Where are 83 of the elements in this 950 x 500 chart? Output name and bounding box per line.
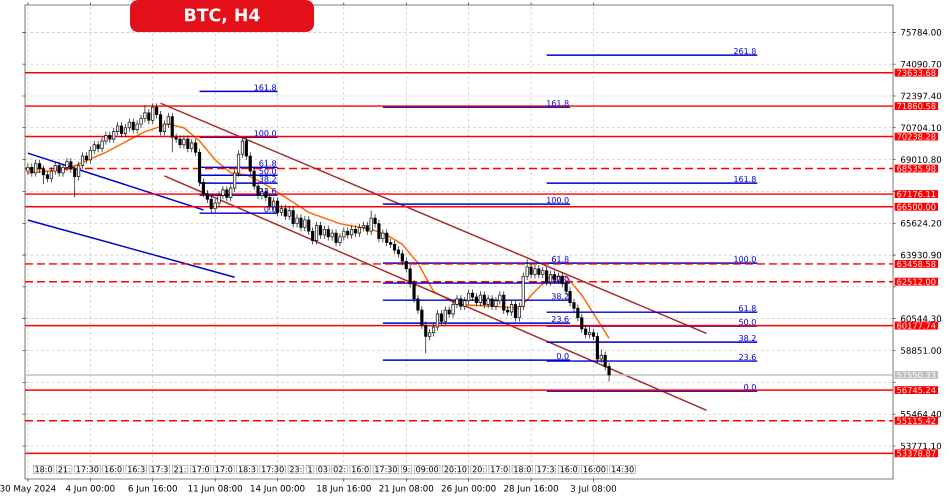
annotation: 9: [403,466,410,472]
y-tick-label: 69010.80 [900,156,942,163]
annotation: 21: [58,466,70,472]
annotation: 0.0 [264,206,276,212]
annotation: 100.0 [547,197,569,204]
annotation: 1 [308,466,312,472]
y-tick-label: 63930.90 [900,252,942,258]
chart-title: BTC, H4 [185,8,260,24]
annotation: 61.8 [259,160,276,166]
annotation: 18:0 [35,466,52,472]
x-tick-label: 6 Jun 16:00 [128,485,177,494]
annotation: 17:30 [76,466,98,472]
ref-line-label: 71860.58 [897,102,936,110]
x-tick-label: 28 Jun 16:00 [504,485,558,494]
annotation: 16:00 [584,466,606,472]
ref-line-label: 57550.33 [897,372,936,378]
ref-line-label: 62512.00 [897,278,936,285]
annotation: 161.8 [254,84,276,90]
annotation: 09:00 [416,466,438,472]
ref-line-label: 73633.68 [897,70,936,76]
ref-line-label: 53378.87 [897,450,936,456]
annotation: 50.0 [552,276,569,282]
annotation: 17:0 [491,466,508,472]
y-tick-label: 58851.00 [901,347,942,354]
ref-line-label: 68535.98 [897,165,936,172]
annotation: 23.6 [552,316,569,322]
annotation: 18:3 [238,466,256,472]
annotation: 23.6 [739,354,756,360]
x-tick-label: 14 Jun 00:00 [250,485,304,494]
y-tick-label: 55464.40 [901,410,942,418]
y-tick-label: 75784.00 [901,29,942,36]
ref-line-label: 56745.24 [897,386,936,394]
ref-line-label: 70238.28 [897,133,936,140]
annotation: 61.8 [552,256,569,262]
annotation: 161.8 [734,176,756,182]
annotation: 02: [334,466,346,472]
annotation: 14:30 [612,466,634,472]
x-tick-label: 21 Jun 08:00 [379,485,434,494]
annotation: 17:3 [151,466,168,472]
y-tick-label: 60544.30 [900,315,942,322]
annotation: 38.2 [552,293,568,300]
y-tick-label: 72397.40 [901,92,942,100]
y-tick-label: 53771.10 [901,442,942,450]
annotation: 0.0 [744,384,756,390]
annotation: 17:3 [537,466,554,472]
annotation: 0.0 [556,353,569,360]
annotation: 261.8 [734,48,756,54]
annotation: 16:3 [128,466,145,472]
annotation: 03 [318,466,328,472]
x-tick-label: 4 Jun 00:00 [66,485,115,494]
annotation: 17:0 [216,466,232,472]
annotation: 50.0 [259,168,276,174]
x-tick-label: 3 Jul 08:00 [570,485,616,494]
x-tick-label: 30 May 2024 [0,485,56,494]
annotation: 17:30 [262,466,284,472]
annotation: 50.0 [739,319,756,326]
annotation: 16:0 [104,466,122,472]
annotation: 16:0 [560,466,578,472]
annotation: 38.2 [739,335,756,342]
y-tick-label: 74090.70 [901,60,942,68]
annotation: 20: [472,466,484,472]
annotation: 21: [174,466,186,472]
annotation: 38.2 [259,176,276,182]
ref-line-label: 66500.00 [897,204,936,210]
annotation: 161.8 [547,100,569,106]
ref-line-label: 63458.58 [897,260,936,268]
ref-line-label: 60177.74 [897,322,936,329]
y-tick-label: 65624.20 [900,220,942,227]
annotation: 61.8 [739,305,756,312]
annotation: 100.0 [254,130,276,136]
annotation: 17:30 [375,466,397,472]
annotation: 100.0 [734,256,756,262]
annotation: 23: [290,466,302,472]
x-tick-label: 26 Jun 00:00 [442,485,496,494]
annotation: 20:10 [444,466,466,472]
annotation: 17:0 [192,466,210,472]
y-tick-label: 70704.10 [901,124,942,132]
ref-line-label: 55115.42 [897,418,936,424]
annotation: 16:0 [352,466,369,472]
x-tick-label: 18 Jun 16:00 [317,485,371,494]
ref-line-label: 67176.11 [897,190,936,198]
x-tick-label: 11 Jun 08:00 [188,485,242,494]
annotation: 18:0 [514,466,531,472]
